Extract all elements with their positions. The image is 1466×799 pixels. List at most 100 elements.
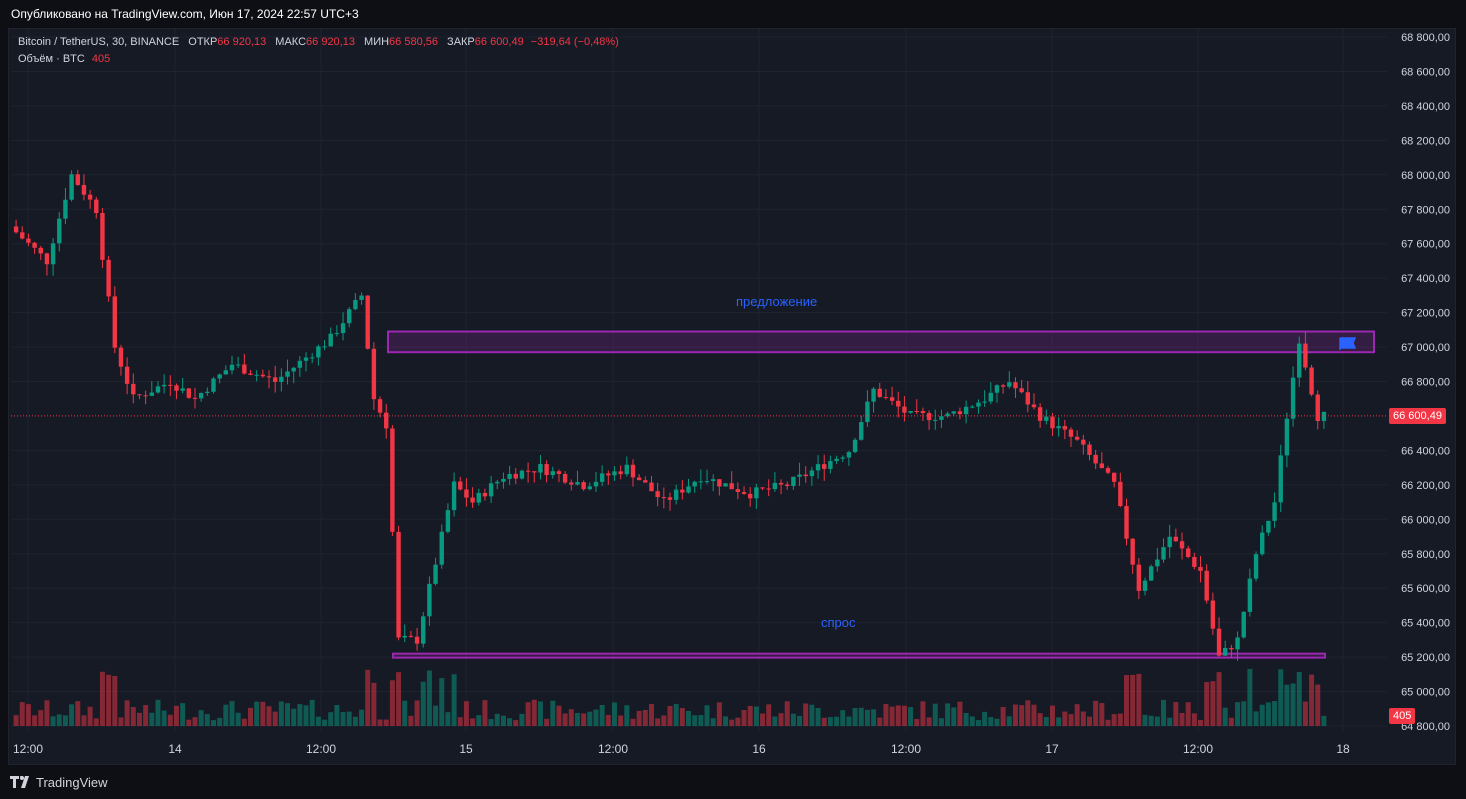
volume-bar — [217, 717, 223, 726]
volume-bar — [1191, 713, 1197, 726]
y-tick-label: 66 400,00 — [1401, 445, 1450, 457]
volume-bar — [248, 707, 254, 726]
candle-body — [124, 366, 130, 384]
volume-bar — [426, 670, 432, 726]
volume-bar — [525, 702, 531, 726]
volume-bar — [1105, 719, 1111, 726]
candlestick-chart[interactable]: 68 800,00 68 600,00 68 400,00 68 200,00 68 0… — [9, 29, 1457, 766]
candle-body — [1087, 444, 1092, 455]
candle-body — [766, 488, 771, 490]
candle-body — [815, 464, 821, 471]
demand-annotation[interactable]: спрос — [821, 615, 856, 630]
candle-body — [402, 635, 407, 638]
volume-bar — [747, 705, 753, 726]
candle-body — [902, 406, 907, 413]
candle-body — [205, 391, 210, 394]
candle-body — [1007, 382, 1012, 387]
volume-bar — [692, 715, 698, 726]
candle-body — [1260, 532, 1265, 555]
candle-body — [803, 474, 808, 477]
volume-bar — [500, 715, 506, 726]
volume-bar — [13, 715, 19, 726]
candle-body — [433, 564, 438, 584]
x-tick-label: 18 — [1336, 742, 1350, 756]
candle-body — [649, 482, 654, 492]
candle-body — [994, 385, 1000, 393]
candle-body — [988, 392, 993, 402]
volume-value: 405 — [91, 53, 111, 65]
volume-bar — [439, 678, 445, 726]
y-tick-label: 68 800,00 — [1401, 32, 1450, 44]
y-tick-label: 66 000,00 — [1401, 514, 1450, 526]
candle-body — [168, 384, 173, 386]
candle-body — [680, 489, 685, 493]
volume-row: Объём · BTC 405 — [18, 51, 619, 68]
candle-body — [20, 232, 25, 239]
y-tick-label: 67 600,00 — [1401, 239, 1450, 251]
volume-bar — [1253, 711, 1259, 726]
candle-body — [1136, 564, 1142, 591]
y-tick-label: 68 400,00 — [1401, 101, 1450, 113]
volume-bar — [611, 702, 617, 726]
candle-body — [1297, 343, 1302, 378]
chart-panel[interactable]: 68 800,00 68 600,00 68 400,00 68 200,00 68 0… — [8, 28, 1456, 765]
candle-body — [538, 464, 543, 473]
volume-bar — [50, 716, 56, 726]
candle-body — [809, 470, 815, 477]
candle-body — [396, 531, 401, 638]
y-tick-label: 67 200,00 — [1401, 308, 1450, 320]
volume-bar — [1056, 717, 1062, 726]
volume-bar — [408, 715, 414, 726]
volume-bar — [352, 716, 358, 726]
volume-bar — [186, 719, 192, 726]
volume-bar — [180, 703, 186, 726]
brand-text: TradingView — [36, 774, 108, 790]
volume-bar — [173, 705, 179, 726]
volume-bar — [938, 718, 944, 726]
candle-body — [26, 238, 31, 243]
candle-body — [525, 470, 531, 472]
supply-annotation[interactable]: предложение — [736, 294, 818, 309]
volume-bar — [241, 718, 247, 726]
volume-bar — [661, 715, 667, 726]
volume-bar — [1000, 706, 1006, 726]
candle-body — [1315, 394, 1320, 421]
volume-label[interactable]: Объём · BTC — [18, 53, 85, 65]
candle-body — [254, 374, 259, 376]
candle-body — [581, 482, 586, 490]
candle-body — [822, 464, 827, 469]
candle-body — [544, 464, 549, 476]
candle-body — [914, 410, 919, 412]
volume-bar — [969, 716, 975, 726]
candle-body — [131, 383, 136, 395]
candle-body — [174, 385, 179, 391]
candle-body — [155, 386, 161, 393]
candle-body — [94, 199, 99, 214]
volume-bar — [1117, 713, 1123, 726]
candle-body — [1309, 367, 1314, 395]
volume-bar — [574, 712, 580, 726]
candle-body — [242, 364, 247, 374]
candle-body — [495, 481, 500, 484]
candle-body — [482, 492, 488, 497]
volume-bar — [827, 717, 833, 726]
volume-bar — [44, 700, 50, 726]
candle-body — [272, 377, 278, 382]
volume-bar — [655, 718, 661, 726]
volume-bar — [766, 704, 772, 726]
candle-body — [673, 489, 679, 500]
volume-bar — [914, 718, 920, 726]
tradingview-logo[interactable]: TradingView — [10, 774, 108, 790]
symbol-name[interactable]: Bitcoin / TetherUS, 30, BINANCE — [18, 36, 180, 48]
x-tick-label: 12:00 — [891, 742, 921, 756]
volume-bar — [143, 705, 149, 726]
volume-bar — [1074, 704, 1080, 726]
candle-body — [44, 253, 50, 265]
candle-body — [198, 393, 204, 399]
volume-bar — [704, 705, 710, 726]
candle-body — [1278, 455, 1283, 503]
candle-body — [1185, 548, 1191, 557]
volume-bar — [957, 701, 963, 726]
candle-body — [970, 406, 975, 408]
x-tick-label: 12:00 — [13, 742, 43, 756]
